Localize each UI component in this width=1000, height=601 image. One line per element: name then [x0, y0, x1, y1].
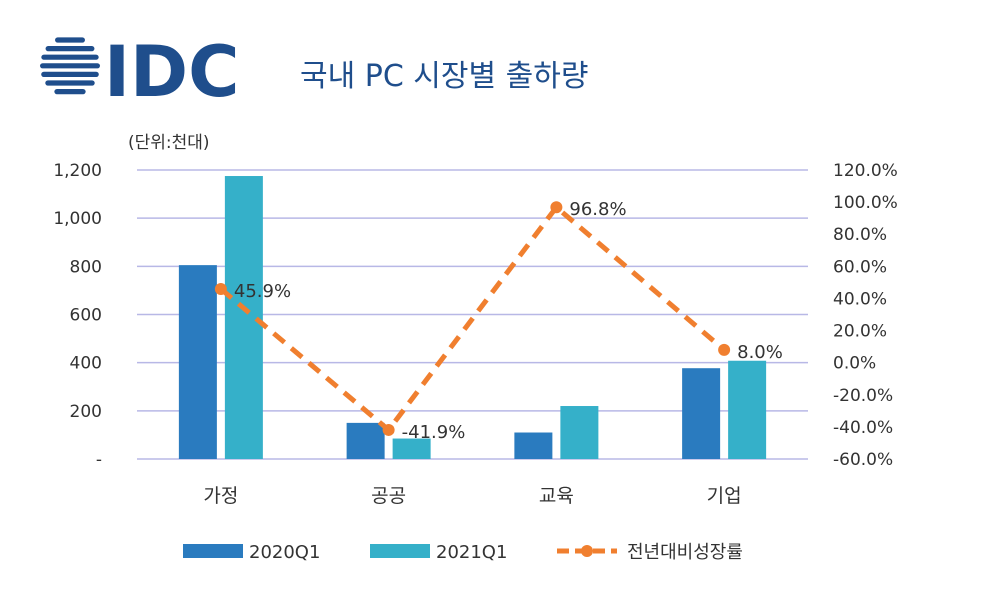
growth-point — [718, 343, 731, 356]
left-tick-label: 400 — [70, 354, 102, 374]
bar-2021Q1 — [392, 438, 431, 459]
globe-stripe — [45, 46, 95, 52]
category-label: 교육 — [539, 485, 574, 507]
right-tick-label: 0.0% — [833, 354, 876, 374]
bar-2021Q1 — [560, 406, 599, 459]
category-axis: 가정 공공 교육 기업 — [203, 485, 741, 507]
left-tick-label: 600 — [70, 306, 102, 326]
right-tick-label: 100.0% — [833, 193, 898, 213]
idc-logo: IDC — [40, 31, 240, 113]
legend-label: 2020Q1 — [249, 542, 320, 563]
logo-text: IDC — [104, 31, 240, 113]
bars — [178, 176, 767, 460]
growth-data-label: 8.0% — [737, 342, 783, 363]
globe-stripe — [55, 37, 85, 43]
bar-2020Q1 — [346, 422, 385, 459]
category-label: 공공 — [371, 485, 406, 507]
right-tick-label: 80.0% — [833, 225, 887, 245]
right-tick-label: -40.0% — [833, 418, 893, 438]
right-tick-label: 20.0% — [833, 322, 887, 342]
right-axis: -60.0% -40.0% -20.0% 0.0% 20.0% 40.0% 60.0% 80.… — [833, 161, 898, 470]
bar-2020Q1 — [682, 368, 721, 459]
growth-line-path — [219, 204, 726, 433]
globe-stripe — [41, 71, 99, 77]
growth-point — [550, 201, 563, 214]
left-tick-label: - — [96, 450, 102, 470]
growth-point — [214, 282, 227, 295]
globe-stripe — [54, 89, 86, 95]
legend-swatch-2020 — [183, 544, 243, 558]
right-tick-label: -60.0% — [833, 450, 893, 470]
left-tick-label: 800 — [70, 257, 102, 277]
legend-label: 2021Q1 — [436, 542, 507, 563]
right-tick-label: 120.0% — [833, 161, 898, 181]
growth-line: 45.9% -41.9% 96.8% 8.0% — [214, 199, 783, 443]
bar-2021Q1 — [728, 360, 767, 459]
legend-marker — [581, 545, 593, 557]
bar-2021Q1 — [224, 176, 263, 460]
category-label: 기업 — [707, 485, 742, 507]
unit-label: (단위:천대) — [128, 133, 210, 153]
growth-data-label: 96.8% — [569, 199, 626, 220]
bar-2020Q1 — [514, 432, 553, 459]
growth-point — [382, 423, 395, 436]
legend-swatch-2021 — [370, 544, 430, 558]
globe-stripe — [41, 54, 99, 60]
bar-2020Q1 — [178, 265, 217, 459]
globe-stripe — [40, 63, 100, 69]
left-tick-label: 1,000 — [53, 209, 102, 229]
right-tick-label: 60.0% — [833, 257, 887, 277]
left-tick-label: 1,200 — [53, 161, 102, 181]
chart-title: 국내 PC 시장별 출하량 — [300, 59, 588, 94]
legend-label: 전년대비성장률 — [627, 542, 743, 563]
globe-stripe — [45, 80, 95, 86]
globe-icon — [40, 37, 100, 95]
legend: 2020Q1 2021Q1 전년대비성장률 — [183, 542, 743, 563]
right-tick-label: 40.0% — [833, 289, 887, 309]
left-axis: - 200 400 600 800 1,000 1,200 — [53, 161, 102, 470]
left-tick-label: 200 — [70, 402, 102, 422]
growth-data-label: -41.9% — [402, 422, 466, 443]
category-label: 가정 — [203, 485, 238, 507]
right-tick-label: -20.0% — [833, 386, 893, 406]
growth-data-label: 45.9% — [234, 281, 291, 302]
